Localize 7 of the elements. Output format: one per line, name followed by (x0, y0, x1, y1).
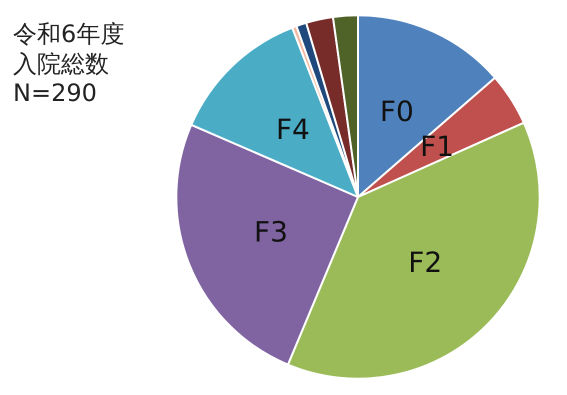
text: 令和6年度入院総数 (13, 20, 124, 78)
slice-label: F3 (254, 216, 288, 249)
slice-label: F0 (380, 95, 414, 128)
slice-label: F2 (408, 246, 442, 280)
slice-label: F1 (420, 130, 454, 163)
text: N=290 (13, 79, 97, 107)
slice-label: F4 (276, 112, 310, 146)
